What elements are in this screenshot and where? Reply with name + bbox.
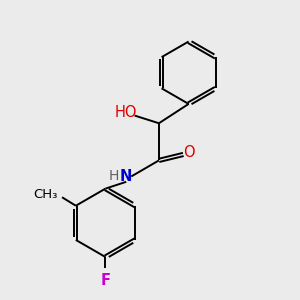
- Text: F: F: [100, 273, 110, 288]
- Text: HO: HO: [115, 105, 137, 120]
- Text: H: H: [108, 169, 118, 184]
- Text: CH₃: CH₃: [33, 188, 58, 201]
- Text: N: N: [120, 169, 132, 184]
- Text: O: O: [183, 146, 194, 160]
